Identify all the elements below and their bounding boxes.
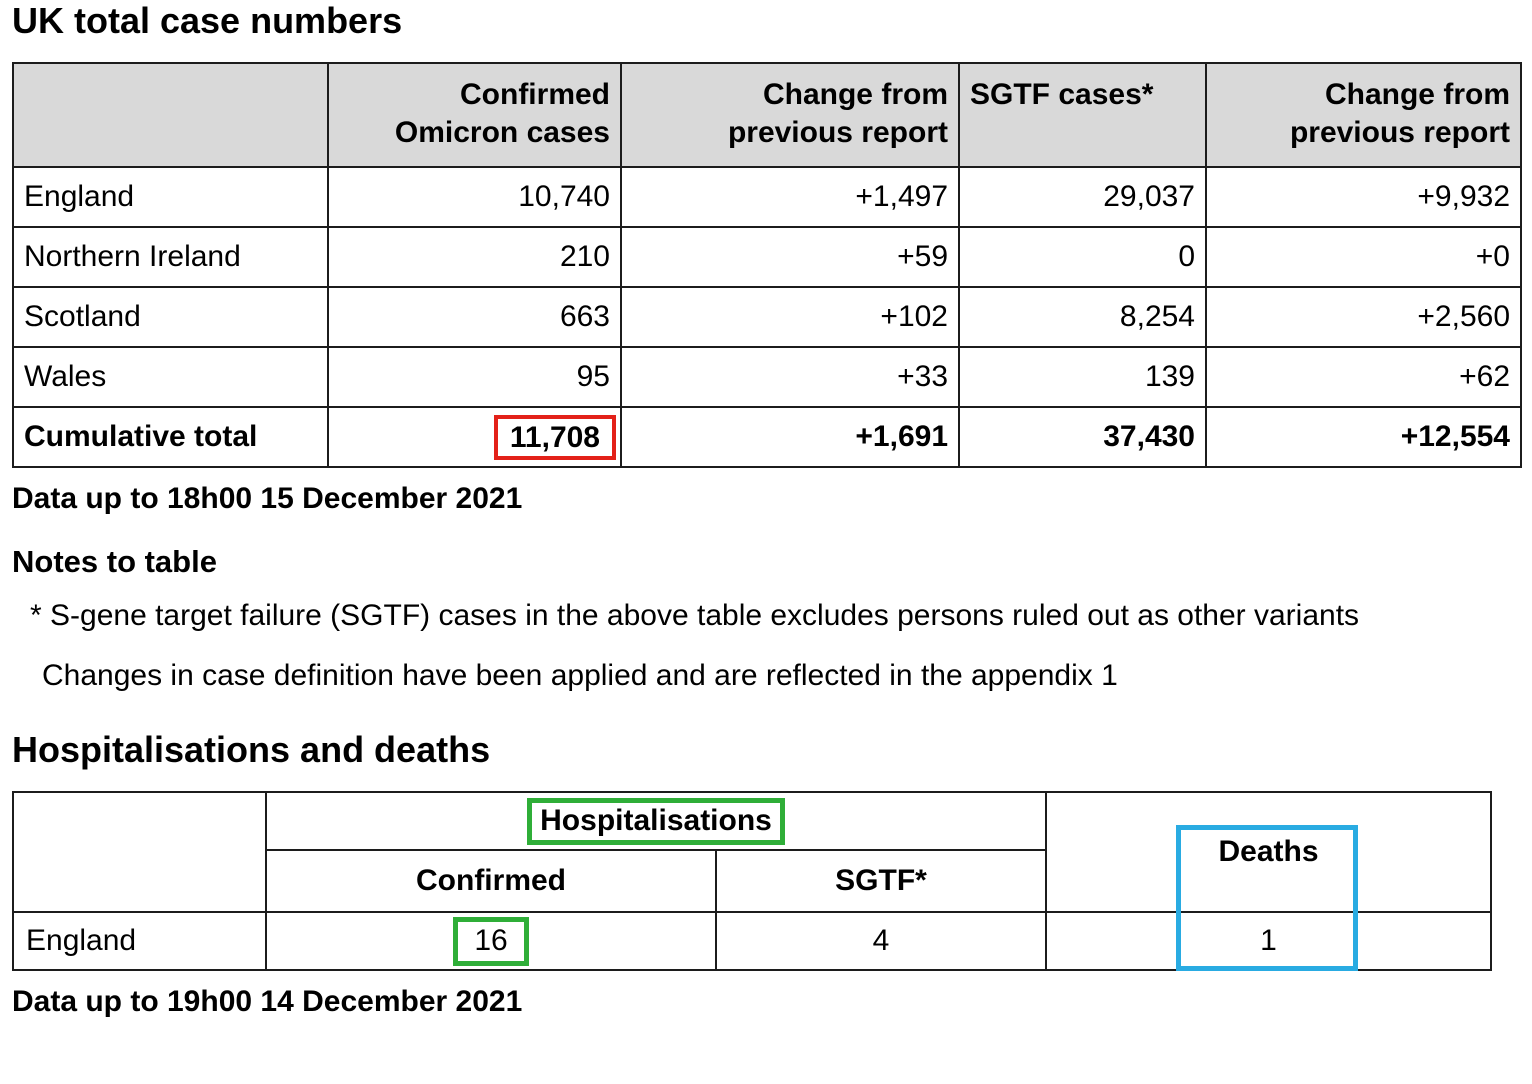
table-row-england: England 10,740 +1,497 29,037 +9,932 <box>12 166 1522 229</box>
corner-empty-cell <box>12 791 267 914</box>
hospitalisations-group-header: Hospitalisations <box>265 791 1047 852</box>
change-cell: +1,497 <box>620 166 960 229</box>
deaths-cell: 1 <box>1045 911 1492 972</box>
change-cell: +9,932 <box>1205 166 1522 229</box>
change-cell: +2,560 <box>1205 286 1522 349</box>
sgtf-header: SGTF* <box>715 849 1047 914</box>
header-text: previous report <box>1289 115 1510 149</box>
header-text: Omicron cases <box>394 115 610 149</box>
hosp-header-row-1: Hospitalisations Deaths <box>12 791 1492 914</box>
table-row-northern-ireland: Northern Ireland 210 +59 0 +0 <box>12 226 1522 289</box>
total-confirmed-cell: 11,708 <box>327 406 622 469</box>
header-text: Change from <box>762 78 948 112</box>
sgtf-cell: 0 <box>958 226 1207 289</box>
country-cell: Northern Ireland <box>12 226 329 289</box>
change-cell: +0 <box>1205 226 1522 289</box>
country-cell: England <box>12 166 329 229</box>
hospitalisations-table-wrap: Hospitalisations Deaths Confirmed SGTF* … <box>12 791 1520 972</box>
change-cell: +102 <box>620 286 960 349</box>
hospitalisations-deaths-table: Hospitalisations Deaths Confirmed SGTF* … <box>12 791 1492 972</box>
header-sgtf-cases: SGTF cases* <box>958 62 1207 169</box>
note-sgtf-definition: * S-gene target failure (SGTF) cases in … <box>30 599 1360 633</box>
hospitalisations-title: Hospitalisations and deaths <box>12 729 491 771</box>
total-change-cell: +1,691 <box>620 406 960 469</box>
uk-case-numbers-table: Confirmed Omicron cases Change from prev… <box>12 62 1522 469</box>
confirmed-header: Confirmed <box>265 849 717 914</box>
hospitalisations-data-cutoff-note: Data up to 19h00 14 December 2021 <box>12 985 523 1019</box>
header-text: SGTF cases* <box>970 78 1154 112</box>
header-empty-cell <box>12 62 329 169</box>
sgtf-cell: 8,254 <box>958 286 1207 349</box>
red-highlight-box: 11,708 <box>493 414 616 460</box>
deaths-header: Deaths <box>1045 791 1492 914</box>
cases-header-row: Confirmed Omicron cases Change from prev… <box>12 62 1522 169</box>
green-highlight-box: Hospitalisations <box>527 798 785 845</box>
header-confirmed-omicron: Confirmed Omicron cases <box>327 62 622 169</box>
sgtf-cell: 29,037 <box>958 166 1207 229</box>
header-text: Confirmed <box>460 78 610 112</box>
table-row-wales: Wales 95 +33 139 +62 <box>12 346 1522 409</box>
confirmed-cell: 95 <box>327 346 622 409</box>
table-row-cumulative-total: Cumulative total 11,708 +1,691 37,430 +1… <box>12 406 1522 469</box>
hosp-header-row-2: Confirmed SGTF* <box>13 849 1491 914</box>
cases-data-cutoff-note: Data up to 18h00 15 December 2021 <box>12 482 523 516</box>
hosp-confirmed-cell: 16 <box>265 911 717 972</box>
total-change-cell: +12,554 <box>1205 406 1522 469</box>
confirmed-cell: 210 <box>327 226 622 289</box>
table-row-scotland: Scotland 663 +102 8,254 +2,560 <box>12 286 1522 349</box>
confirmed-cell: 10,740 <box>327 166 622 229</box>
header-change-previous: Change from previous report <box>620 62 960 169</box>
total-sgtf-cell: 37,430 <box>958 406 1207 469</box>
change-cell: +62 <box>1205 346 1522 409</box>
header-text: Change from <box>1324 78 1510 112</box>
notes-heading: Notes to table <box>12 544 217 580</box>
hosp-sgtf-cell: 4 <box>715 911 1047 972</box>
confirmed-cell: 663 <box>327 286 622 349</box>
green-highlight-box: 16 <box>453 917 529 966</box>
note-case-definition: Changes in case definition have been app… <box>42 658 1118 692</box>
country-cell: Wales <box>12 346 329 409</box>
country-cell: England <box>12 911 267 972</box>
country-cell: Scotland <box>12 286 329 349</box>
change-cell: +33 <box>620 346 960 409</box>
page-title: UK total case numbers <box>12 0 403 41</box>
sgtf-cell: 139 <box>958 346 1207 409</box>
total-label-cell: Cumulative total <box>12 406 329 469</box>
header-change-previous-2: Change from previous report <box>1205 62 1522 169</box>
header-text: previous report <box>727 115 948 149</box>
hosp-row-england: England 16 4 1 <box>12 911 1492 972</box>
change-cell: +59 <box>620 226 960 289</box>
